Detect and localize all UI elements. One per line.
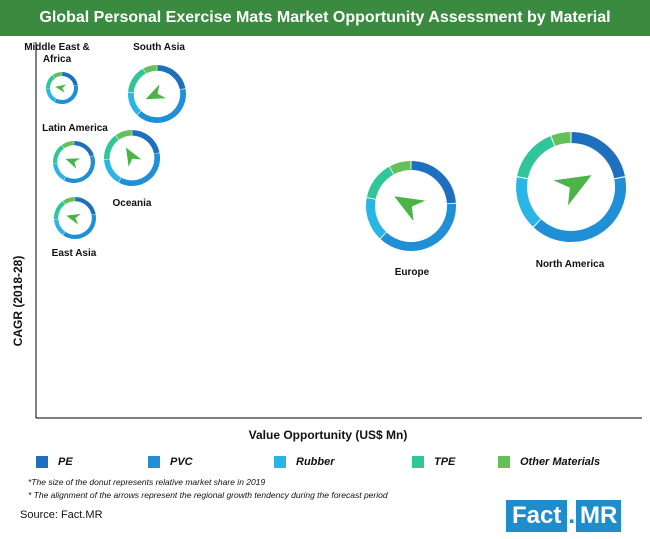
legend-item-pe: PE — [36, 454, 73, 470]
legend-item-pvc: PVC — [148, 454, 193, 470]
region-label-north-america: North America — [536, 259, 605, 270]
donut-segment-europe-pe — [411, 161, 456, 204]
donut-segment-north-america-tpe — [517, 136, 555, 179]
legend-label-tpe: TPE — [434, 456, 456, 468]
legend: PE PVC Rubber TPE Other Materials — [36, 454, 636, 470]
legend-label-rubber: Rubber — [296, 456, 335, 468]
donut-segment-latin-america-rubber — [53, 163, 66, 181]
donut-segment-east-asia-tpe — [54, 201, 66, 220]
donut-segment-north-america-other-materials — [551, 132, 571, 146]
donut-segment-oceania-tpe — [104, 135, 119, 160]
donut-segment-east-asia-rubber — [54, 219, 66, 235]
x-axis-label: Value Opportunity (US$ Mn) — [249, 428, 408, 442]
donut-segment-oceania-pvc — [118, 153, 160, 186]
donut-segment-east-asia-pvc — [62, 214, 96, 239]
arrow-south-asia — [145, 84, 166, 100]
region-label-oceania: Oceania — [113, 198, 152, 209]
region-label-europe: Europe — [395, 267, 430, 278]
donut-segment-south-asia-tpe — [128, 68, 146, 93]
donut-segment-south-asia-other-materials — [143, 65, 157, 74]
donut-segment-north-america-pe — [571, 132, 625, 179]
donut-segment-north-america-pvc — [533, 177, 626, 242]
logo-mr: MR — [576, 500, 622, 532]
donut-segment-south-asia-rubber — [128, 92, 142, 115]
source-text: Source: Fact.MR — [20, 509, 103, 521]
donut-segment-middle-east-africa-rubber — [46, 88, 57, 102]
arrow-middle-east-africa — [55, 84, 67, 93]
donut-segment-europe-other-materials — [389, 161, 411, 175]
donut-segment-oceania-rubber — [104, 159, 122, 183]
arrow-oceania — [125, 147, 142, 167]
legend-label-pvc: PVC — [170, 456, 193, 468]
bubble-chart: CAGR (2018-28) Value Opportunity (US$ Mn… — [11, 42, 642, 442]
region-label-east-asia: East Asia — [52, 248, 97, 259]
legend-label-pe: PE — [58, 456, 73, 468]
legend-swatch-pe — [36, 456, 48, 468]
donut-segment-south-asia-pvc — [137, 88, 186, 123]
donut-segment-latin-america-pvc — [64, 155, 95, 183]
arrow-europe — [394, 196, 426, 222]
donut-segment-oceania-pe — [132, 130, 160, 154]
donut-segment-europe-pvc — [380, 203, 456, 251]
donut-segment-latin-america-pe — [74, 141, 94, 157]
arrow-north-america — [553, 175, 592, 206]
donut-segment-middle-east-africa-pe — [61, 72, 78, 86]
legend-item-other: Other Materials — [498, 454, 600, 470]
donut-segment-oceania-other-materials — [115, 130, 132, 140]
arrow-east-asia — [66, 213, 81, 225]
donut-segment-middle-east-africa-other-materials — [52, 72, 63, 79]
footnote-size: *The size of the donut represents relati… — [28, 477, 266, 487]
donut-segment-europe-tpe — [366, 166, 394, 200]
factmr-logo: Fact. MR — [506, 500, 640, 532]
y-axis-label: CAGR (2018-28) — [11, 256, 25, 347]
legend-swatch-rubber — [274, 456, 286, 468]
legend-swatch-tpe — [412, 456, 424, 468]
donut-segment-east-asia-other-materials — [62, 197, 75, 205]
legend-item-rubber: Rubber — [274, 454, 335, 470]
logo-dot: . — [568, 502, 576, 529]
logo-fact: Fact — [506, 500, 568, 532]
donut-segment-latin-america-other-materials — [61, 141, 74, 149]
donut-segment-middle-east-africa-tpe — [46, 75, 55, 89]
region-label-latin-america: Latin America — [42, 123, 108, 134]
region-label-middle-east-africa: Middle East & Africa — [24, 42, 90, 65]
donut-segment-middle-east-africa-pvc — [54, 85, 78, 104]
donut-segment-east-asia-pe — [75, 197, 96, 215]
donut-segment-europe-rubber — [366, 198, 387, 239]
legend-swatch-other — [498, 456, 510, 468]
legend-label-other: Other Materials — [520, 456, 601, 468]
donut-segment-latin-america-tpe — [53, 145, 65, 164]
legend-swatch-pvc — [148, 456, 160, 468]
footnote-arrows: * The alignment of the arrows represent … — [28, 490, 388, 500]
donut-segment-north-america-rubber — [516, 177, 541, 227]
legend-item-tpe: TPE — [412, 454, 455, 470]
region-label-south-asia: South Asia — [133, 42, 185, 53]
donut-segment-south-asia-pe — [157, 65, 186, 90]
arrow-latin-america — [65, 158, 81, 169]
chart-title: Global Personal Exercise Mats Market Opp… — [0, 0, 650, 36]
